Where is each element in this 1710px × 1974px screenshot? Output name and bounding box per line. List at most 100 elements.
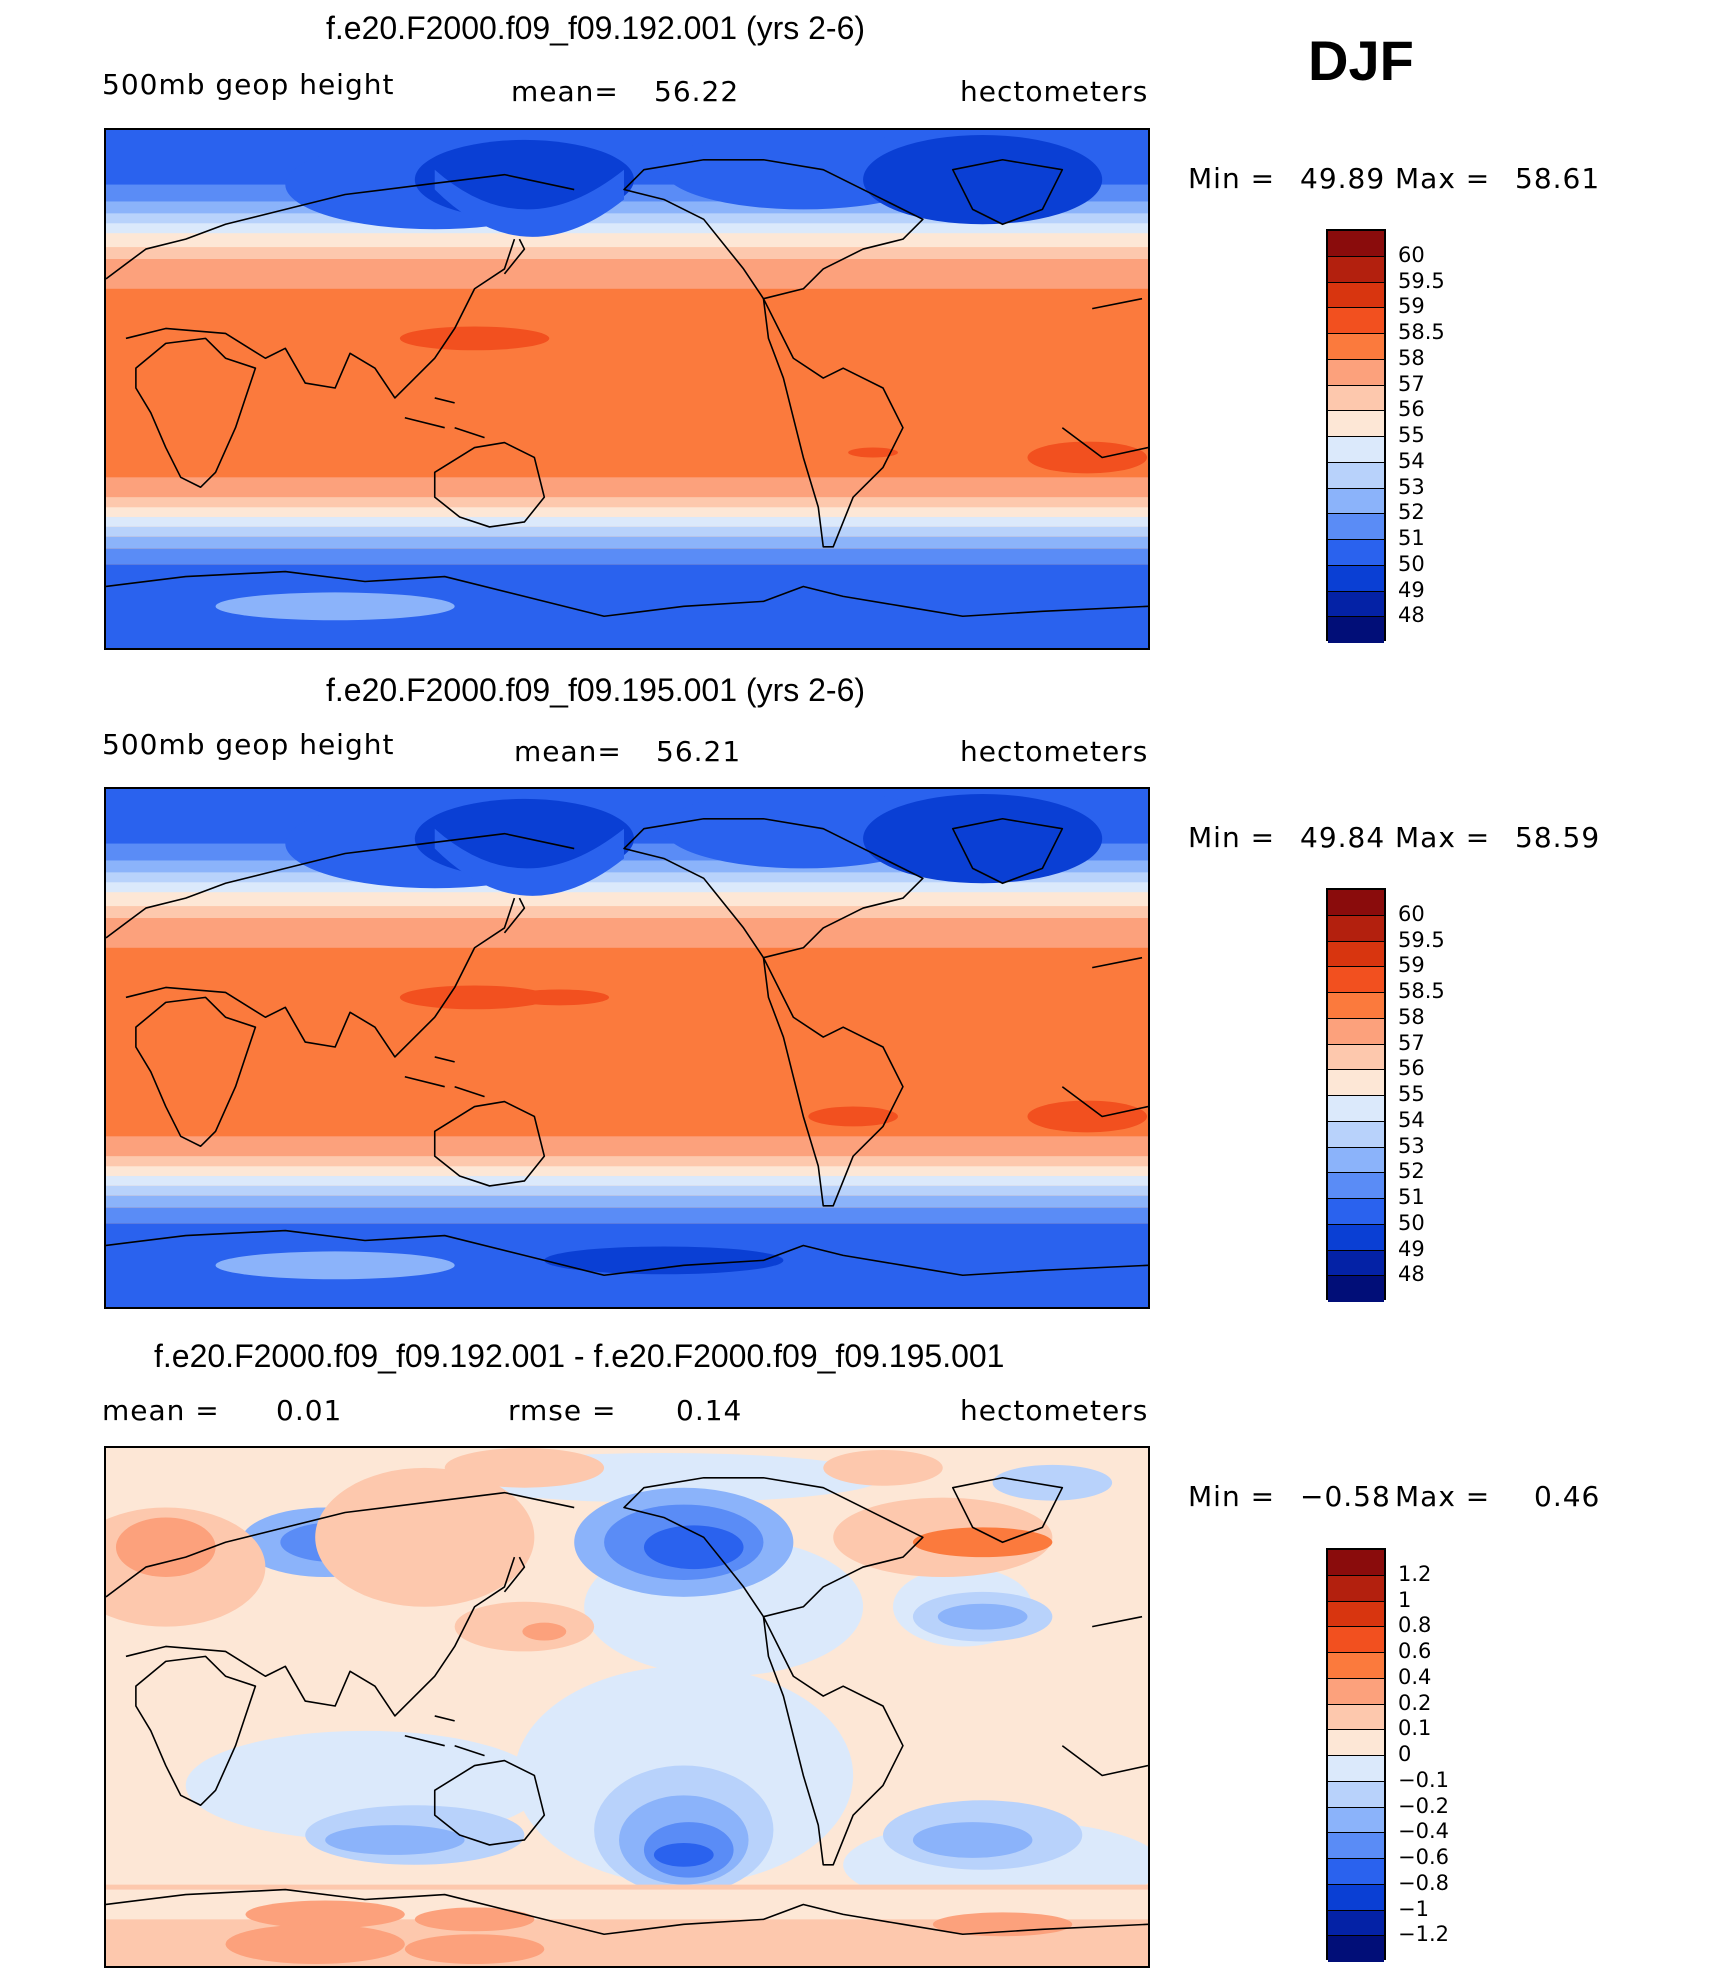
colorbar-swatch	[1328, 1122, 1384, 1148]
colorbar-swatch	[1328, 1225, 1384, 1251]
colorbar-tick-label: −0.8	[1398, 1872, 1449, 1894]
contour-region	[405, 1934, 544, 1964]
colorbar-tick-label: 1.2	[1398, 1563, 1431, 1585]
colorbar-swatch	[1328, 1833, 1384, 1859]
colorbar-swatch	[1328, 231, 1384, 257]
colorbar-tick-label: 59.5	[1398, 929, 1445, 951]
colorbar-swatch	[1328, 386, 1384, 412]
season-label: DJF	[1308, 28, 1414, 93]
colorbar-swatch	[1328, 1782, 1384, 1808]
colorbar-tick-label: −0.2	[1398, 1795, 1449, 1817]
colorbar-tick-label: 55	[1398, 1083, 1425, 1105]
panel-2-min-value: 49.84	[1300, 821, 1385, 854]
colorbar-tick-label: 50	[1398, 553, 1425, 575]
panel-2-min-label: Min =	[1188, 821, 1275, 854]
colorbar-tick-label: 54	[1398, 1109, 1425, 1131]
colorbar-swatch	[1328, 1550, 1384, 1576]
colorbar-tick-label: 49	[1398, 1238, 1425, 1260]
panel-1-map	[104, 128, 1150, 650]
colorbar-swatch	[1328, 916, 1384, 942]
colorbar-tick-label: 48	[1398, 604, 1425, 626]
contour-band	[106, 892, 1148, 908]
contour-band	[106, 1136, 1148, 1158]
colorbar-swatch	[1328, 1679, 1384, 1705]
contour-band	[106, 918, 1148, 948]
colorbar-tick-label: 0.2	[1398, 1692, 1431, 1714]
contour-region	[445, 1448, 604, 1488]
contour-band	[106, 1208, 1148, 1224]
contour-band	[106, 527, 1148, 537]
colorbar-tick-label: −0.1	[1398, 1769, 1449, 1791]
panel-1-max-value: 58.61	[1515, 162, 1600, 195]
contour-region	[993, 1465, 1113, 1501]
panel-1-min-value: 49.89	[1300, 162, 1385, 195]
colorbar-tick-label: 0.8	[1398, 1614, 1431, 1636]
colorbar-tick-label: −1.2	[1398, 1923, 1449, 1945]
colorbar-swatch	[1328, 489, 1384, 515]
colorbar-tick-label: 53	[1398, 1135, 1425, 1157]
contour-region	[245, 1901, 404, 1929]
colorbar-swatch	[1328, 1859, 1384, 1885]
panel-3-map	[104, 1446, 1150, 1968]
colorbar-tick-label: 52	[1398, 501, 1425, 523]
colorbar-tick-label: 60	[1398, 244, 1425, 266]
colorbar-tick-label: −0.6	[1398, 1846, 1449, 1868]
contour-region	[216, 592, 455, 620]
contour-band	[106, 906, 1148, 920]
colorbar-tick-label: 1	[1398, 1589, 1411, 1611]
panel-3-mean-label: mean =	[102, 1394, 220, 1427]
colorbar-swatch	[1328, 942, 1384, 968]
colorbar-swatch	[1328, 283, 1384, 309]
colorbar-tick-label: 59.5	[1398, 270, 1445, 292]
colorbar-tick-label: 51	[1398, 527, 1425, 549]
colorbar-swatch	[1328, 993, 1384, 1019]
colorbar-tick-label: 52	[1398, 1160, 1425, 1182]
colorbar-swatch	[1328, 1276, 1384, 1302]
panel-2-mean-label: mean=	[514, 735, 622, 768]
colorbar-tick-label: 0	[1398, 1743, 1411, 1765]
panel-2-colorbar	[1326, 888, 1386, 1300]
colorbar-tick-label: 57	[1398, 1032, 1425, 1054]
contour-region	[226, 1924, 405, 1964]
colorbar-swatch	[1328, 1148, 1384, 1174]
contour-band	[106, 549, 1148, 565]
contour-band	[106, 537, 1148, 549]
colorbar-swatch	[1328, 967, 1384, 993]
contour-band	[106, 517, 1148, 527]
contour-region	[400, 326, 549, 350]
contour-band	[106, 507, 1148, 517]
colorbar-tick-label: −1	[1398, 1898, 1429, 1920]
panel-2-title: f.e20.F2000.f09_f09.195.001 (yrs 2-6)	[326, 672, 865, 709]
colorbar-swatch	[1328, 334, 1384, 360]
panel-3-min-value: −0.58	[1300, 1480, 1391, 1513]
colorbar-tick-label: 49	[1398, 579, 1425, 601]
contour-band	[106, 1166, 1148, 1176]
colorbar-swatch	[1328, 437, 1384, 463]
panel-1-variable: 500mb geop height	[102, 68, 394, 101]
colorbar-swatch	[1328, 1730, 1384, 1756]
panel-3-colorbar	[1326, 1548, 1386, 1960]
colorbar-swatch	[1328, 1808, 1384, 1834]
contour-region	[522, 1623, 566, 1641]
contour-region	[325, 1825, 464, 1855]
panel-1-title: f.e20.F2000.f09_f09.192.001 (yrs 2-6)	[326, 10, 865, 47]
colorbar-tick-label: 55	[1398, 424, 1425, 446]
colorbar-swatch	[1328, 1756, 1384, 1782]
colorbar-swatch	[1328, 1576, 1384, 1602]
colorbar-swatch	[1328, 1627, 1384, 1653]
contour-region	[455, 1602, 594, 1652]
colorbar-swatch	[1328, 566, 1384, 592]
panel-3-rmse-value: 0.14	[676, 1394, 742, 1427]
colorbar-swatch	[1328, 1045, 1384, 1071]
colorbar-tick-label: 58	[1398, 347, 1425, 369]
contour-region	[116, 1517, 216, 1577]
colorbar-swatch	[1328, 1070, 1384, 1096]
contour-band	[106, 259, 1148, 289]
colorbar-swatch	[1328, 540, 1384, 566]
colorbar-tick-label: 54	[1398, 450, 1425, 472]
colorbar-tick-label: 56	[1398, 1057, 1425, 1079]
panel-3-rmse-label: rmse =	[508, 1394, 616, 1427]
contour-band	[106, 1186, 1148, 1196]
contour-band	[106, 1176, 1148, 1186]
colorbar-swatch	[1328, 1096, 1384, 1122]
